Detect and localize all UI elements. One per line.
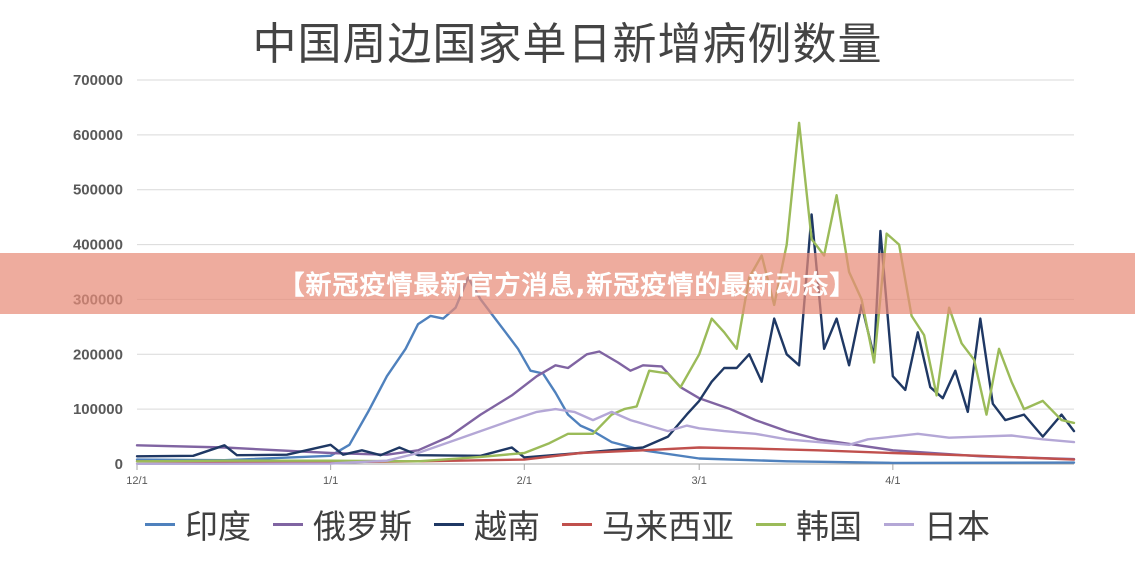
- series-line-1: [135, 276, 1076, 465]
- overlay-banner: 【新冠疫情最新官方消息,新冠疫情的最新动态】: [0, 253, 1135, 314]
- legend-swatch: [884, 522, 914, 526]
- legend-swatch: [273, 522, 303, 526]
- legend-item: 俄罗斯: [273, 500, 412, 548]
- x-tick-label: 2/1: [517, 475, 532, 487]
- y-tick-label: 600000: [73, 127, 123, 144]
- legend-item: 印度: [145, 500, 251, 548]
- legend-swatch: [756, 522, 786, 526]
- legend-label: 俄罗斯: [313, 507, 412, 546]
- chart-legend: 印度 俄罗斯 越南 马来西亚 韩国 日本: [0, 500, 1135, 548]
- legend-swatch: [145, 522, 175, 526]
- legend-swatch: [434, 522, 464, 526]
- x-tick-label: 1/1: [323, 475, 338, 487]
- legend-label: 韩国: [796, 507, 862, 546]
- y-tick-label: 100000: [73, 401, 123, 418]
- x-tick-label: 4/1: [885, 475, 900, 487]
- legend-label: 日本: [924, 507, 990, 546]
- y-tick-label: 400000: [73, 237, 123, 254]
- y-tick-label: 700000: [73, 72, 123, 89]
- legend-label: 马来西亚: [602, 507, 734, 546]
- legend-swatch: [562, 522, 592, 526]
- legend-item: 日本: [884, 500, 990, 548]
- y-tick-label: 200000: [73, 346, 123, 363]
- x-tick-label: 12/1: [126, 475, 147, 487]
- chart-title: 中国周边国家单日新增病例数量: [252, 19, 883, 70]
- series-line-5: [135, 121, 1076, 463]
- legend-label: 越南: [474, 507, 540, 546]
- x-tick-label: 3/1: [692, 475, 707, 487]
- legend-item: 越南: [434, 500, 540, 548]
- legend-label: 印度: [185, 507, 251, 546]
- series-line-2: [135, 350, 1076, 461]
- series-line-4: [135, 446, 1076, 464]
- banner-text: 【新冠疫情最新官方消息,新冠疫情的最新动态】: [278, 271, 857, 301]
- y-tick-label: 500000: [73, 182, 123, 199]
- series-line-6: [135, 407, 1076, 465]
- legend-item: 韩国: [756, 500, 862, 548]
- legend-item: 马来西亚: [562, 500, 734, 548]
- y-tick-label: 0: [115, 456, 123, 473]
- series-line-3: [135, 213, 1076, 459]
